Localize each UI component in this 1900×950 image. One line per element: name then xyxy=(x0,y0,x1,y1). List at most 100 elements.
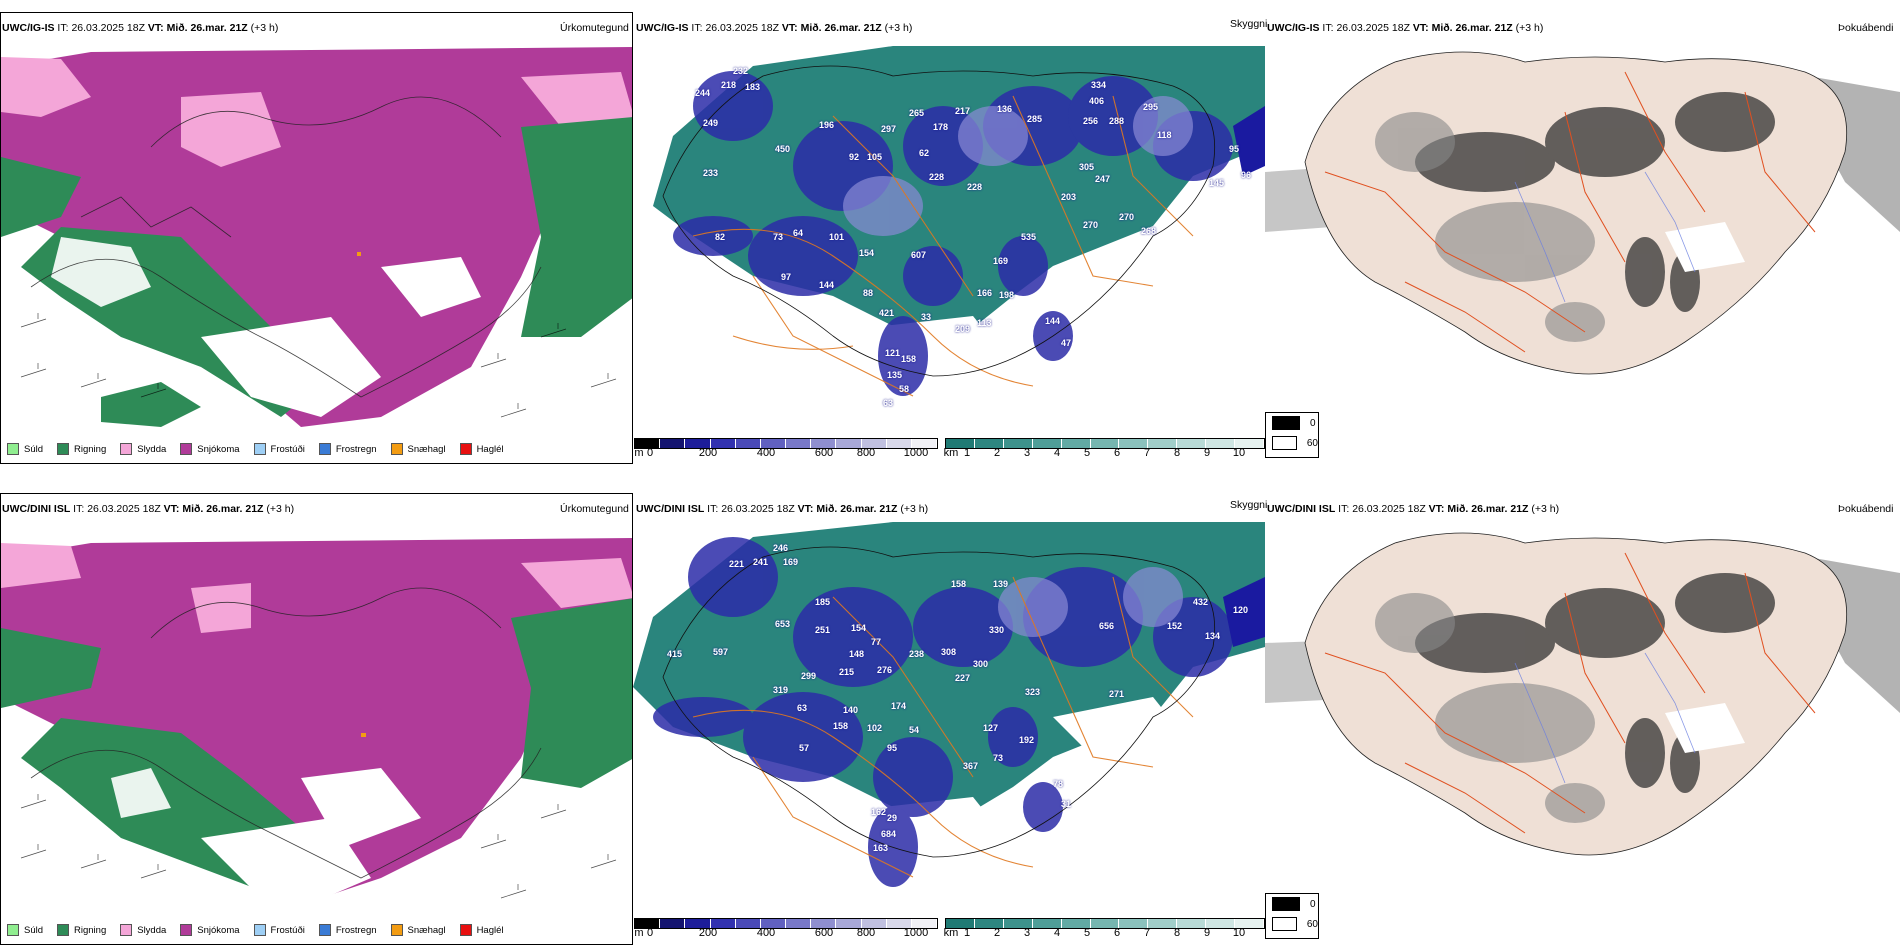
legend-label: Snæhagl xyxy=(407,924,446,936)
legend-item-frostregn: Frostregn xyxy=(318,924,377,936)
visibility-panel-row1: UWC/IG-IS IT: 26.03.2025 18Z VT: Mið. 26… xyxy=(633,12,1265,464)
fog-header-row2: UWC/DINI ISL IT: 26.03.2025 18Z VT: Mið.… xyxy=(1267,501,1559,517)
visibility-bar xyxy=(945,438,1265,449)
vis-value: 271 xyxy=(1109,689,1125,699)
tick-label: 800 xyxy=(856,927,876,939)
tick-label: 7 xyxy=(1143,447,1151,459)
vis-value: 270 xyxy=(1119,212,1135,222)
visibility-title-row2: Skyggni xyxy=(1230,499,1268,511)
model-name: UWC/IG-IS xyxy=(1267,22,1320,34)
vis-value: 178 xyxy=(933,122,949,132)
model-name: UWC/IG-IS xyxy=(2,22,55,34)
visibility-map-svg xyxy=(633,517,1265,913)
lead-time: (+3 h) xyxy=(1515,22,1544,34)
vis-value: 113 xyxy=(977,318,992,328)
it-value: 26.03.2025 18Z xyxy=(721,503,795,515)
vis-value: 154 xyxy=(851,623,867,633)
tick-label: 3 xyxy=(1023,927,1031,939)
tick-label: 400 xyxy=(756,447,776,459)
legend-label: Frostúði xyxy=(270,443,305,455)
vis-value: 367 xyxy=(963,761,979,771)
lead-time: (+3 h) xyxy=(884,22,913,34)
fog-title-row1: Þokuábendi xyxy=(1838,22,1894,34)
swatch xyxy=(318,443,331,455)
cloud-base-bar xyxy=(634,918,938,929)
precip-map-svg xyxy=(1,37,632,463)
it-value: 26.03.2025 18Z xyxy=(705,22,779,34)
legend-label: Slydda xyxy=(137,924,167,936)
fog-header-row1: UWC/IG-IS IT: 26.03.2025 18Z VT: Mið. 26… xyxy=(1267,20,1543,36)
vis-value: 144 xyxy=(819,280,835,290)
unit-label: km xyxy=(943,447,959,459)
legend-item-sudl: Súld xyxy=(7,924,43,936)
tick-label: 9 xyxy=(1203,447,1211,459)
unit-label: m xyxy=(634,447,644,459)
precip-header-row2: UWC/DINI ISL IT: 26.03.2025 18Z VT: Mið.… xyxy=(2,501,294,517)
visibility-header-row1: UWC/IG-IS IT: 26.03.2025 18Z VT: Mið. 26… xyxy=(636,20,912,36)
vis-value: 140 xyxy=(843,705,859,715)
swatch xyxy=(120,924,133,936)
fog-panel-row1: 0 60 xyxy=(1265,12,1900,464)
visibility-ticks: km 1 2 3 4 5 6 7 8 9 10 xyxy=(943,447,1263,461)
cloud-base-bar xyxy=(634,438,938,449)
lead-time: (+3 h) xyxy=(266,503,295,515)
vis-value: 166 xyxy=(977,288,993,298)
tick-label: 10 xyxy=(1232,447,1246,459)
tick-label: 1 xyxy=(963,447,971,459)
tick-label: 0 xyxy=(646,447,654,459)
precip-legend: Súld Rigning Slydda Snjókoma Frostúði Fr… xyxy=(7,924,514,936)
vis-value: 158 xyxy=(951,579,967,589)
vis-value: 265 xyxy=(909,108,925,118)
precip-map-svg xyxy=(1,518,632,944)
visibility-panel-row2 xyxy=(633,493,1265,945)
visibility-map-svg xyxy=(633,36,1265,432)
it-label: IT: xyxy=(1322,22,1334,34)
vis-value: 54 xyxy=(909,725,920,735)
vt-label: VT: xyxy=(163,503,180,515)
legend-label: Rigning xyxy=(74,443,107,455)
it-value: 26.03.2025 18Z xyxy=(1352,503,1426,515)
tick-label: 200 xyxy=(698,447,718,459)
vis-value: 656 xyxy=(1099,621,1115,631)
tick-label: 8 xyxy=(1173,447,1181,459)
legend-label: Súld xyxy=(24,443,44,455)
legend-label: Snjókoma xyxy=(197,443,240,455)
vis-value: 64 xyxy=(793,228,804,238)
vis-value: 33 xyxy=(921,312,932,322)
precip-panel-row1: UWC/IG-IS IT: 26.03.2025 18Z VT: Mið. 26… xyxy=(0,12,633,464)
legend-item-haglel: Haglél xyxy=(459,443,504,455)
vis-value: 77 xyxy=(871,637,882,647)
vis-value: 158 xyxy=(833,721,849,731)
legend-label: Súld xyxy=(24,924,44,936)
precip-map: Súld Rigning Slydda Snjókoma Frostúði Fr… xyxy=(0,493,633,945)
fog-panel-row2: 0 60 xyxy=(1265,493,1900,945)
vis-value: 228 xyxy=(929,172,945,182)
vis-value: 246 xyxy=(773,543,789,553)
visibility-labels-row1: 232 218 183 244 249 196 450 233 297 265 … xyxy=(633,36,1265,432)
swatch xyxy=(253,924,266,936)
visibility-header-row2: UWC/DINI ISL IT: 26.03.2025 18Z VT: Mið.… xyxy=(636,501,928,517)
it-label: IT: xyxy=(1338,503,1350,515)
it-label: IT: xyxy=(707,503,719,515)
vis-value: 139 xyxy=(993,579,1009,589)
vis-value: 152 xyxy=(1167,621,1183,631)
vis-value: 154 xyxy=(859,248,875,258)
legend-label: Haglél xyxy=(476,443,504,455)
fog-legend-row: 0 xyxy=(1266,894,1318,914)
tick-label: 1000 xyxy=(903,927,929,939)
tick-label: 200 xyxy=(698,927,718,939)
legend-label: Frostregn xyxy=(335,924,377,936)
tick-label: 6 xyxy=(1113,927,1121,939)
swatch xyxy=(180,924,193,936)
vis-value: 297 xyxy=(881,124,897,134)
precip-legend: Súld Rigning Slydda Snjókoma Frostúði Fr… xyxy=(7,443,514,455)
fog-legend-row: 0 xyxy=(1266,413,1318,433)
vis-value: 319 xyxy=(773,685,789,695)
fog-map xyxy=(1265,513,1900,913)
model-name: UWC/IG-IS xyxy=(636,22,689,34)
vis-value: 29 xyxy=(887,813,898,823)
vis-value: 95 xyxy=(1229,144,1240,154)
legend-item-snaehagl: Snæhagl xyxy=(390,443,446,455)
it-label: IT: xyxy=(57,22,69,34)
swatch xyxy=(318,924,331,936)
